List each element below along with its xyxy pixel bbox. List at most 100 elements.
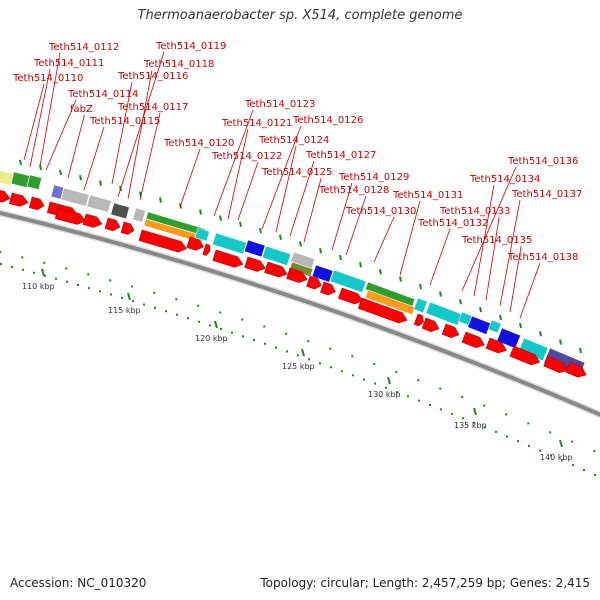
cds-arrow <box>421 317 440 332</box>
cog-box <box>467 315 491 335</box>
major-tick <box>214 320 218 329</box>
ruler-dot-lower <box>528 444 530 447</box>
label-leader <box>179 148 201 208</box>
kbp-label: 120 kbp <box>195 334 228 343</box>
gene-label: Teth514_0116 <box>117 71 188 82</box>
label-leader <box>473 184 495 297</box>
kbp-labels: 110 kbp 115 kbp 120 kbp 125 kbp 130 kbp 135 k… <box>22 282 573 462</box>
cog-box <box>329 269 367 293</box>
ruler-dot <box>175 297 178 301</box>
ruler-dot-lower <box>473 421 475 424</box>
ruler-dot-lower <box>319 362 321 365</box>
ruler-dot-lower <box>11 265 13 268</box>
ruler-dot-lower <box>550 454 552 457</box>
cog-box <box>50 184 64 200</box>
feature-tick <box>259 228 262 234</box>
feature-tick <box>339 254 342 261</box>
cog-box <box>194 227 210 242</box>
label-leader <box>39 52 61 167</box>
ruler-dot <box>351 355 354 358</box>
cds-arrow <box>28 196 45 210</box>
feature-tick <box>399 276 402 282</box>
ruler-dot <box>571 440 574 443</box>
ruler-dot-lower <box>154 306 156 309</box>
cds-arrow <box>9 192 29 207</box>
cog-box <box>10 171 30 188</box>
ruler-dot-lower <box>572 464 574 467</box>
label-leader <box>485 216 500 301</box>
label-leader <box>45 99 77 171</box>
kbp-label: 135 kbp <box>454 421 487 430</box>
gene-label: Teth514_0115 <box>89 116 160 127</box>
cds-arrow <box>565 361 587 378</box>
ruler-dot-lower <box>253 339 255 342</box>
label-leader <box>461 166 517 292</box>
ruler-dot <box>241 318 244 321</box>
feature-tick <box>59 169 62 176</box>
ruler-dot-lower <box>297 354 299 357</box>
topology-text: Topology: circular; Length: 2,457,259 bp… <box>260 576 590 590</box>
ruler-dot-lower <box>594 473 596 476</box>
feature-tick <box>99 180 102 186</box>
gene-label: Teth514_0112 <box>48 42 119 53</box>
gene-label: Teth514_0127 <box>305 150 376 161</box>
ruler-dot-lower <box>132 300 134 303</box>
gene-label: Teth514_0117 <box>117 102 188 113</box>
gene-label: Teth514_0135 <box>461 235 532 246</box>
feature-tick <box>239 221 242 228</box>
ruler-dot-lower <box>176 313 178 316</box>
ruler-dot <box>373 362 376 366</box>
ruler-dot <box>549 431 552 434</box>
ruler-dot-lower <box>495 430 497 433</box>
kbp-label: 110 kbp <box>22 282 55 291</box>
cog-box <box>60 187 90 207</box>
cog-box <box>132 207 146 223</box>
ruler-dot-lower <box>242 335 244 338</box>
ruler-dot <box>307 339 310 343</box>
cds-arrow <box>338 287 364 305</box>
label-leader <box>429 228 451 286</box>
feature-tick <box>439 291 442 297</box>
ruler-dot-lower <box>55 277 57 280</box>
ruler-dot-lower <box>429 403 431 406</box>
ruler-dot <box>0 250 2 254</box>
cog-box <box>243 239 266 258</box>
cog-features <box>0 169 586 378</box>
ruler-dot <box>593 449 596 453</box>
ruler-dot-lower <box>517 440 519 443</box>
label-leaders <box>23 51 541 319</box>
feature-tick <box>419 283 422 290</box>
ruler-dot-lower <box>583 468 585 471</box>
label-leader <box>373 216 395 263</box>
ruler-dot-lower <box>110 293 112 296</box>
ruler-dot-lower <box>33 271 35 274</box>
ruler-dot-lower <box>451 412 453 415</box>
ruler-dot <box>439 387 442 390</box>
gene-label: Teth514_0120 <box>163 138 234 149</box>
label-leader <box>83 126 105 191</box>
ruler-dot <box>505 413 508 416</box>
label-leader <box>111 81 133 185</box>
ruler-dot <box>109 279 112 282</box>
ruler-dot <box>263 325 266 328</box>
feature-tick <box>559 339 562 345</box>
gene-label: Teth514_0126 <box>292 115 363 126</box>
label-leader <box>261 125 302 230</box>
gene-label: Teth514_0122 <box>211 151 282 162</box>
gene-label: Teth514_0129 <box>338 172 409 183</box>
feature-tick <box>539 331 542 337</box>
feature-tick <box>499 314 502 321</box>
kbp-label: 125 kbp <box>282 362 315 371</box>
kbp-label: 130 kbp <box>368 390 401 399</box>
ruler-dot-lower <box>44 274 46 277</box>
feature-tick <box>359 261 362 268</box>
gene-label: Teth514_0138 <box>507 252 578 263</box>
ruler-dot <box>65 267 68 270</box>
ruler-dot-lower <box>165 310 167 313</box>
cds-arrows <box>0 187 587 378</box>
ruler-dot-lower <box>440 408 442 411</box>
cds-arrow <box>441 323 460 338</box>
label-leader <box>331 182 353 251</box>
gene-label: Teth514_0114 <box>67 89 138 100</box>
accession-text: Accession: NC_010320 <box>10 576 147 590</box>
